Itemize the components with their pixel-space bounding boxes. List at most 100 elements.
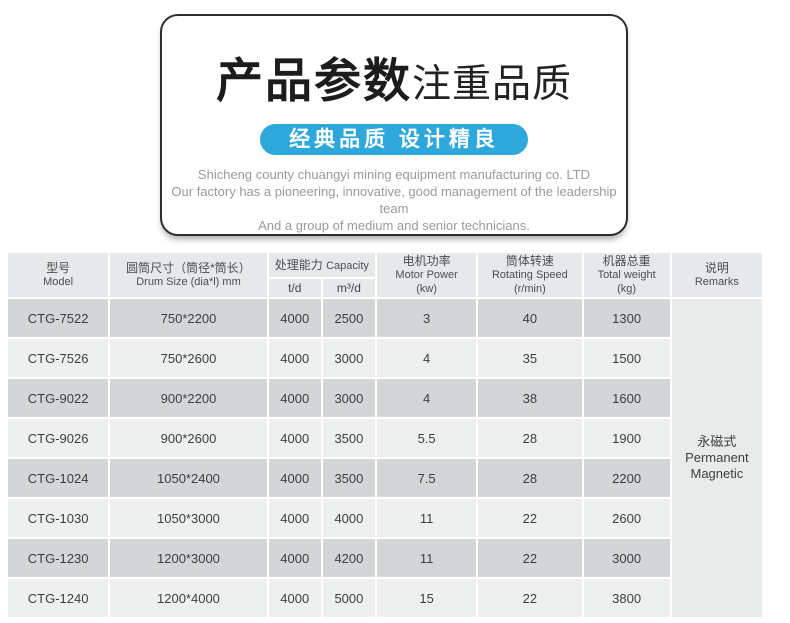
cell-kg: 2200: [583, 459, 670, 497]
cell-model: CTG-1024: [8, 459, 109, 497]
header-drum-size: 圆筒尺寸（筒径*筒长） Drum Size (dia*l) mm: [110, 253, 267, 297]
product-parameter-table: 型号 Model 圆筒尺寸（筒径*筒长） Drum Size (dia*l) m…: [6, 251, 764, 619]
header-remarks: 说明 Remarks: [671, 253, 762, 297]
cell-model: CTG-1030: [8, 499, 109, 537]
header-capacity-en: Capacity: [326, 259, 369, 272]
table-row: CTG-7526 750*2600 4000 3000 4 35 1500: [8, 339, 762, 377]
cell-td: 4000: [268, 299, 321, 337]
cell-kw: 5.5: [376, 419, 477, 457]
cell-drum: 1200*4000: [110, 579, 267, 617]
table-row: CTG-1240 1200*4000 4000 5000 15 22 3800: [8, 579, 762, 617]
cell-model: CTG-1230: [8, 539, 109, 577]
cell-rpm: 28: [478, 459, 582, 497]
remarks-line: 永磁式: [697, 434, 737, 449]
cell-kw: 15: [376, 579, 477, 617]
cell-kg: 3800: [583, 579, 670, 617]
cell-kw: 4: [376, 379, 477, 417]
cell-model: CTG-1240: [8, 579, 109, 617]
cell-kg: 1500: [583, 339, 670, 377]
cell-kg: 1900: [583, 419, 670, 457]
cell-drum: 1050*2400: [110, 459, 267, 497]
description-line: And a group of medium and senior technic…: [258, 218, 530, 233]
header-motor-power: 电机功率 Motor Power (kw): [376, 253, 477, 297]
cell-rpm: 22: [478, 579, 582, 617]
description-line: Shicheng county chuangyi mining equipmen…: [197, 167, 591, 182]
cell-rpm: 38: [478, 379, 582, 417]
header-model-en: Model: [43, 276, 74, 288]
quality-banner: 经典品质 设计精良: [260, 124, 528, 155]
table-header: 型号 Model 圆筒尺寸（筒径*筒长） Drum Size (dia*l) m…: [8, 253, 762, 297]
cell-drum: 750*2200: [110, 299, 267, 337]
title-sub: 注重品质: [411, 63, 572, 106]
cell-model: CTG-7526: [8, 339, 109, 377]
remarks-line: Permanent: [685, 450, 749, 465]
remarks-cell: 永磁式 Permanent Magnetic: [671, 299, 762, 617]
table-row: CTG-9022 900*2200 4000 3000 4 38 1600: [8, 379, 762, 417]
header-speed-zh: 筒体转速: [505, 254, 554, 268]
company-description: Shicheng county chuangyi mining equipmen…: [162, 166, 626, 234]
header-motor-unit: (kw): [416, 283, 437, 295]
cell-kg: 1300: [583, 299, 670, 337]
remarks-line: Magnetic: [690, 466, 744, 481]
header-weight-en: Total weight: [597, 269, 656, 281]
description-line: Our factory has a pioneering, innovative…: [171, 184, 617, 216]
header-motor-zh: 电机功率: [402, 254, 451, 268]
cell-model: CTG-9022: [8, 379, 109, 417]
header-total-weight: 机器总重 Total weight (kg): [583, 253, 670, 297]
cell-rpm: 35: [478, 339, 582, 377]
cell-kw: 11: [376, 499, 477, 537]
cell-md: 3000: [322, 339, 375, 377]
cell-kw: 7.5: [376, 459, 477, 497]
cell-md: 5000: [322, 579, 375, 617]
cell-kg: 3000: [583, 539, 670, 577]
header-capacity: 处理能力 Capacity: [268, 253, 375, 277]
cell-kw: 4: [376, 339, 477, 377]
cell-drum: 900*2200: [110, 379, 267, 417]
header-drum-en: Drum Size (dia*l) mm: [136, 276, 241, 288]
cell-model: CTG-9026: [8, 419, 109, 457]
header-remarks-zh: 说明: [704, 261, 729, 275]
table-row: CTG-1230 1200*3000 4000 4200 11 22 3000: [8, 539, 762, 577]
table-row: CTG-1030 1050*3000 4000 4000 11 22 2600: [8, 499, 762, 537]
header-weight-unit: (kg): [617, 283, 637, 295]
cell-drum: 1050*3000: [110, 499, 267, 537]
header-drum-zh: 圆筒尺寸（筒径*筒长）: [126, 261, 251, 275]
header-capacity-md: m³/d: [322, 279, 375, 297]
header-capacity-zh: 处理能力: [274, 257, 323, 272]
cell-td: 4000: [268, 459, 321, 497]
cell-rpm: 22: [478, 539, 582, 577]
header-model: 型号 Model: [8, 253, 109, 297]
cell-drum: 900*2600: [110, 419, 267, 457]
header-speed-unit: (r/min): [513, 283, 546, 295]
header-motor-en: Motor Power: [395, 269, 458, 281]
title-main: 产品参数: [215, 56, 412, 108]
cell-md: 3000: [322, 379, 375, 417]
cell-drum: 1200*3000: [110, 539, 267, 577]
table-row: CTG-9026 900*2600 4000 3500 5.5 28 1900: [8, 419, 762, 457]
cell-kg: 1600: [583, 379, 670, 417]
cell-td: 4000: [268, 339, 321, 377]
cell-rpm: 28: [478, 419, 582, 457]
cell-td: 4000: [268, 539, 321, 577]
cell-td: 4000: [268, 419, 321, 457]
table-row: CTG-7522 750*2200 4000 2500 3 40 1300 永磁式 Perman…: [8, 299, 762, 617]
header-rotating-speed: 筒体转速 Rotating Speed (r/min): [478, 253, 582, 297]
table-row: CTG-1024 1050*2400 4000 3500 7.5 28 2200: [8, 459, 762, 497]
cell-model: CTG-7522: [8, 299, 109, 337]
cell-kw: 11: [376, 539, 477, 577]
table-body: CTG-7522 750*2200 4000 2500 3 40 1300 永磁式 Perman…: [8, 299, 762, 617]
cell-drum: 750*2600: [110, 339, 267, 377]
cell-md: 2500: [322, 299, 375, 337]
header-remarks-en: Remarks: [694, 276, 739, 288]
page-title: 产品参数 注重品质: [162, 42, 626, 111]
cell-md: 4000: [322, 499, 375, 537]
cell-rpm: 22: [478, 499, 582, 537]
cell-td: 4000: [268, 499, 321, 537]
header-weight-zh: 机器总重: [602, 254, 651, 268]
cell-kg: 2600: [583, 499, 670, 537]
cell-td: 4000: [268, 379, 321, 417]
cell-rpm: 40: [478, 299, 582, 337]
header-capacity-td: t/d: [268, 279, 321, 297]
cell-md: 3500: [322, 419, 375, 457]
header-model-zh: 型号: [46, 261, 71, 275]
